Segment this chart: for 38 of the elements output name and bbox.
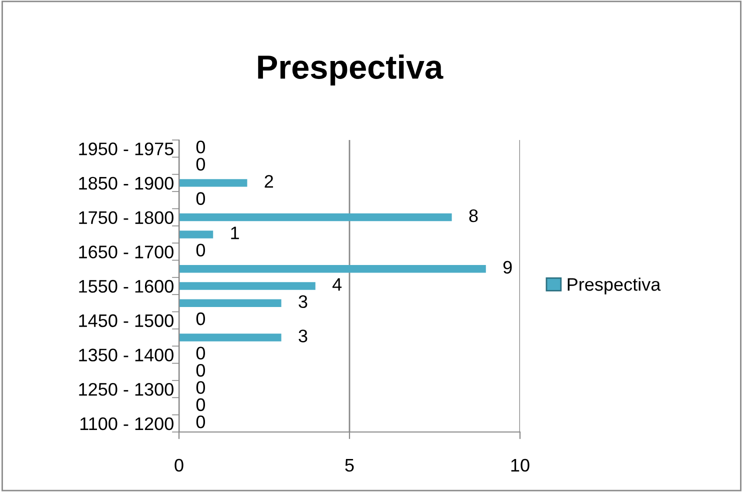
y-tick-label: 1100 - 1200 bbox=[80, 417, 174, 430]
bar bbox=[179, 334, 282, 342]
data-label: 0 bbox=[196, 140, 205, 154]
y-tick-label: 1250 - 1300 bbox=[79, 382, 174, 396]
data-label: 0 bbox=[196, 346, 205, 360]
x-tick-label: 0 bbox=[174, 458, 184, 472]
data-label: 1 bbox=[231, 226, 239, 240]
bar bbox=[179, 282, 316, 290]
data-label: 3 bbox=[298, 330, 308, 342]
data-label: 0 bbox=[196, 364, 205, 377]
bar bbox=[179, 179, 248, 187]
x-tick-label: 5 bbox=[345, 459, 354, 472]
data-label: 8 bbox=[469, 209, 478, 222]
data-label: 0 bbox=[196, 244, 205, 256]
y-tick-label: 1650 - 1700 bbox=[79, 246, 174, 258]
data-label: 2 bbox=[264, 175, 273, 188]
legend-label: Prespectiva bbox=[568, 278, 661, 294]
y-tick-label: 1550 - 1600 bbox=[79, 280, 174, 293]
y-tick-label: 1450 - 1500 bbox=[79, 314, 174, 328]
y-tick-label: 1950 - 1975 bbox=[79, 142, 174, 156]
bar bbox=[179, 230, 214, 238]
data-label: 0 bbox=[196, 381, 205, 394]
data-label: 0 bbox=[196, 192, 205, 205]
data-label: 0 bbox=[196, 415, 205, 428]
y-tick-label: 1750 - 1800 bbox=[79, 211, 174, 224]
bar bbox=[179, 264, 486, 273]
y-tick-label: 1850 - 1900 bbox=[79, 176, 174, 190]
data-label: 9 bbox=[503, 260, 512, 274]
x-tick-label: 10 bbox=[511, 458, 530, 472]
chart-title: Prespectiva bbox=[258, 54, 444, 86]
data-label: 0 bbox=[196, 312, 205, 326]
y-tick-label: 1350 - 1400 bbox=[79, 348, 174, 362]
data-label: 0 bbox=[196, 398, 205, 412]
data-label: 0 bbox=[196, 158, 205, 171]
bar bbox=[179, 213, 452, 222]
data-label: 3 bbox=[298, 295, 308, 308]
data-label: 4 bbox=[332, 278, 342, 291]
bar bbox=[179, 299, 282, 308]
